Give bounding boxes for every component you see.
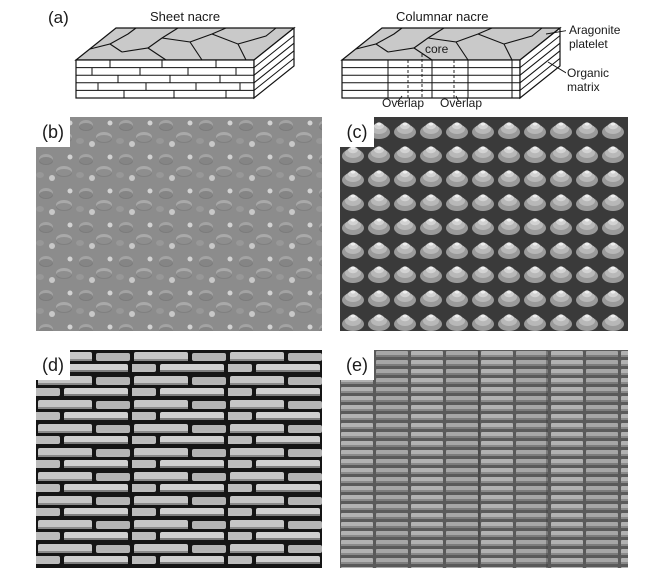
core-label: core	[425, 42, 449, 56]
panel-label-d: (d)	[36, 350, 70, 380]
organic-label-line2: matrix	[567, 80, 600, 94]
columnar-front-face	[341, 59, 521, 99]
columnar-nacre-block	[340, 26, 566, 102]
organic-label-line1: Organic	[567, 66, 610, 80]
micrograph-d: (d)	[36, 350, 322, 568]
micrograph-c: (c)	[340, 117, 628, 331]
sheet-nacre-title: Sheet nacre	[150, 9, 221, 24]
columnar-nacre-title: Columnar nacre	[396, 9, 489, 24]
sheet-nacre-block	[74, 26, 296, 100]
panel-label-c: (c)	[340, 117, 374, 147]
aragonite-label-line2: platelet	[569, 37, 608, 51]
micrograph-e: (e)	[340, 350, 628, 568]
panel-label-e: (e)	[340, 350, 374, 380]
micrograph-b: (b)	[36, 117, 322, 331]
sheet-side-face	[253, 26, 295, 100]
panel-label-a: (a)	[48, 8, 69, 27]
sheet-front-face	[75, 59, 255, 99]
aragonite-label-line1: Aragonite	[569, 23, 621, 37]
columnar-side-face	[519, 26, 561, 100]
overlap-label-right: Overlap	[440, 96, 483, 110]
overlap-label-left: Overlap	[382, 96, 425, 110]
panel-label-b: (b)	[36, 117, 70, 147]
